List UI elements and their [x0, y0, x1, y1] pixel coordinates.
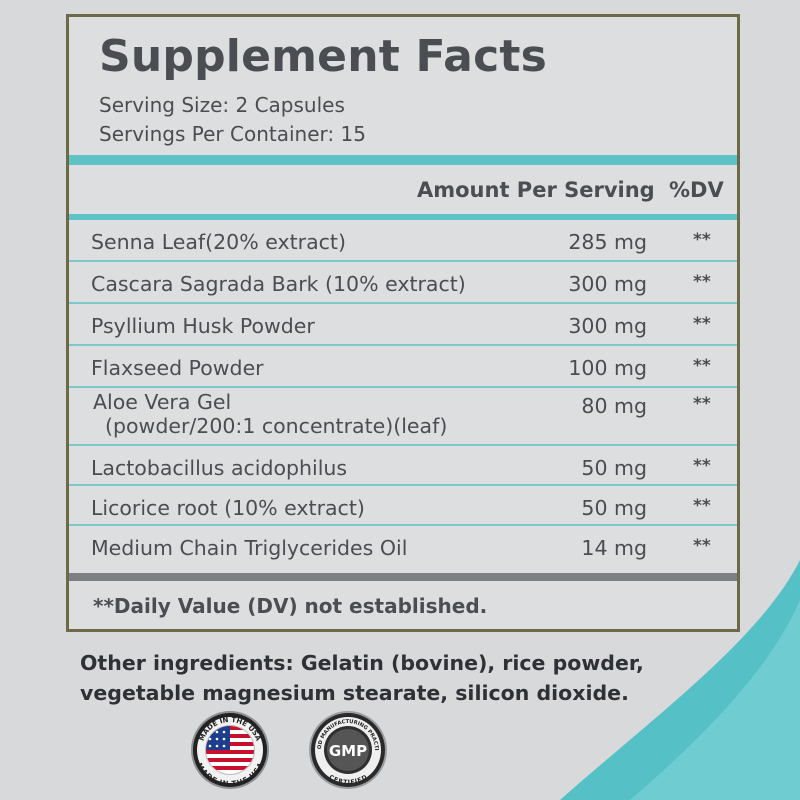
row-divider: [69, 386, 737, 388]
ingredient-row: Medium Chain Triglycerides Oil 14 mg **: [69, 526, 737, 570]
header-dv: %DV: [669, 178, 724, 202]
serving-size: Serving Size: 2 Capsules: [99, 93, 345, 117]
panel-title: Supplement Facts: [99, 31, 547, 82]
ingredient-row: Cascara Sagrada Bark (10% extract) 300 m…: [69, 262, 737, 304]
ingredient-name: Senna Leaf(20% extract): [91, 230, 346, 254]
ingredient-amount: 100 mg: [568, 356, 647, 380]
ingredient-name: Cascara Sagrada Bark (10% extract): [91, 272, 466, 296]
ingredient-name: Flaxseed Powder: [91, 356, 264, 380]
ingredient-dv: **: [693, 272, 711, 292]
ingredient-name: Aloe Vera Gel: [93, 390, 232, 414]
ingredient-dv: **: [693, 496, 711, 516]
made-in-usa-badge: MADE IN THE USA MADE IN THE USA: [191, 711, 269, 789]
dv-footnote: **Daily Value (DV) not established.: [93, 594, 488, 618]
header-teal-bar: [69, 214, 737, 220]
gmp-badge-center-text: GMP: [329, 742, 367, 760]
ingredient-amount: 50 mg: [581, 496, 647, 520]
ingredient-amount: 285 mg: [568, 230, 647, 254]
ingredient-name-line2: (powder/200:1 concentrate)(leaf): [105, 414, 448, 438]
ingredient-row: Flaxseed Powder 100 mg **: [69, 346, 737, 388]
supplement-facts-panel: Supplement Facts Serving Size: 2 Capsule…: [66, 14, 740, 632]
ingredient-amount: 300 mg: [568, 314, 647, 338]
row-divider: [69, 260, 737, 262]
row-divider: [69, 344, 737, 346]
ingredient-name: Licorice root (10% extract): [91, 496, 365, 520]
ingredient-amount: 80 mg: [581, 394, 647, 418]
row-divider: [69, 444, 737, 446]
ingredient-amount: 50 mg: [581, 456, 647, 480]
ingredient-name: Medium Chain Triglycerides Oil: [91, 536, 408, 560]
ingredient-row: Licorice root (10% extract) 50 mg **: [69, 486, 737, 526]
other-ingredients: Other ingredients: Gelatin (bovine), ric…: [80, 651, 644, 705]
ingredient-dv: **: [693, 394, 711, 414]
ingredient-row: Aloe Vera Gel (powder/200:1 concentrate)…: [69, 388, 737, 446]
ingredient-dv: **: [693, 536, 711, 556]
top-teal-bar: [69, 155, 737, 165]
servings-per-container: Servings Per Container: 15: [99, 122, 366, 146]
header-amount: Amount Per Serving: [417, 178, 655, 202]
ingredient-dv: **: [693, 314, 711, 334]
ingredient-dv: **: [693, 230, 711, 250]
ingredient-dv: **: [693, 456, 711, 476]
row-divider: [69, 524, 737, 526]
bottom-thick-bar: [69, 573, 737, 581]
ingredient-amount: 300 mg: [568, 272, 647, 296]
ingredient-row: Senna Leaf(20% extract) 285 mg **: [69, 220, 737, 262]
ingredient-row: Psyllium Husk Powder 300 mg **: [69, 304, 737, 346]
ingredient-name: Lactobacillus acidophilus: [91, 456, 348, 480]
ingredient-dv: **: [693, 356, 711, 376]
row-divider: [69, 484, 737, 486]
ingredient-row: Lactobacillus acidophilus 50 mg **: [69, 446, 737, 486]
ingredient-name: Psyllium Husk Powder: [91, 314, 315, 338]
ingredient-amount: 14 mg: [581, 536, 647, 560]
row-divider: [69, 302, 737, 304]
